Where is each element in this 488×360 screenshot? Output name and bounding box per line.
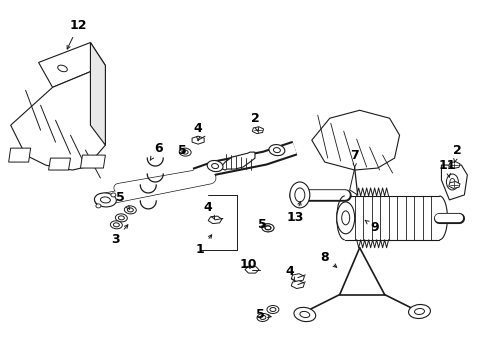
Ellipse shape [207, 161, 223, 172]
Text: 4: 4 [203, 201, 215, 220]
Text: 4: 4 [285, 265, 294, 281]
Ellipse shape [110, 221, 122, 229]
Polygon shape [208, 216, 222, 224]
Polygon shape [11, 66, 105, 170]
Ellipse shape [179, 148, 191, 156]
Text: 4: 4 [193, 122, 202, 140]
Polygon shape [90, 42, 105, 145]
Text: 5: 5 [257, 218, 266, 231]
Polygon shape [441, 165, 467, 200]
Polygon shape [81, 155, 105, 168]
Ellipse shape [336, 202, 354, 234]
Text: 7: 7 [349, 149, 358, 167]
Text: 1: 1 [195, 235, 211, 256]
Text: 5: 5 [255, 308, 270, 321]
Text: 6: 6 [150, 141, 162, 160]
Text: 5: 5 [178, 144, 186, 157]
Text: 5: 5 [116, 192, 129, 209]
Ellipse shape [268, 145, 285, 156]
Polygon shape [311, 110, 399, 170]
Polygon shape [220, 152, 254, 170]
Text: 3: 3 [111, 225, 127, 246]
Polygon shape [48, 158, 70, 170]
Ellipse shape [407, 305, 429, 319]
Polygon shape [39, 42, 105, 87]
Text: 11: 11 [438, 158, 455, 177]
Ellipse shape [124, 206, 136, 214]
Text: 10: 10 [239, 258, 256, 271]
Ellipse shape [94, 193, 116, 207]
Ellipse shape [262, 224, 273, 232]
Ellipse shape [111, 193, 116, 197]
Ellipse shape [266, 306, 278, 314]
Ellipse shape [262, 224, 273, 232]
Polygon shape [291, 281, 304, 288]
Polygon shape [448, 181, 459, 188]
Polygon shape [244, 266, 259, 273]
Polygon shape [192, 136, 204, 144]
Text: 13: 13 [285, 202, 303, 224]
Polygon shape [448, 162, 459, 168]
Ellipse shape [289, 182, 309, 208]
Text: 2: 2 [452, 144, 461, 162]
Ellipse shape [257, 314, 268, 321]
Ellipse shape [115, 214, 127, 222]
Polygon shape [344, 196, 439, 240]
Text: 2: 2 [250, 112, 259, 131]
Polygon shape [9, 148, 31, 162]
Polygon shape [291, 274, 304, 282]
Ellipse shape [96, 204, 101, 208]
Text: 9: 9 [365, 220, 378, 234]
Text: 12: 12 [67, 19, 87, 49]
Ellipse shape [293, 307, 315, 321]
Text: 8: 8 [320, 251, 336, 267]
Polygon shape [252, 127, 263, 134]
